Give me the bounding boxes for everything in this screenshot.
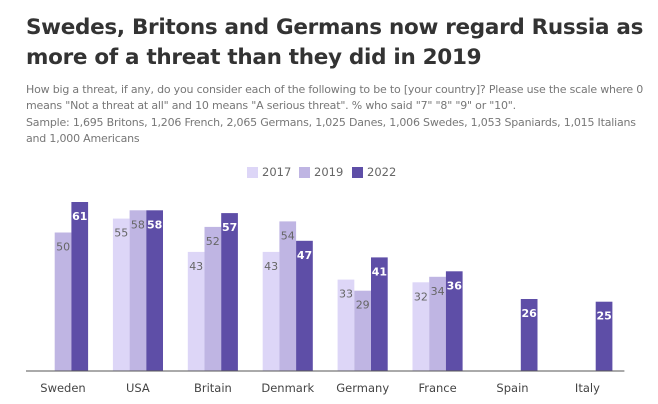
legend-item-2022: 2022: [352, 163, 396, 181]
x-tick-label-denmark: Denmark: [261, 381, 314, 395]
data-label-usa-2022: 58: [147, 218, 162, 231]
question-text: How big a threat, if any, do you conside…: [26, 83, 644, 113]
bar-sweden-2022: [71, 202, 89, 371]
legend-label-2022: 2022: [367, 165, 397, 179]
legend-label-2017: 2017: [262, 165, 292, 179]
bar-usa-2022: [146, 210, 163, 371]
data-label-sweden-2022: 61: [72, 210, 87, 223]
data-label-france-2022: 36: [447, 279, 463, 292]
bar-sweden-2019: [54, 232, 72, 371]
chart-subtitle: How big a threat, if any, do you conside…: [26, 82, 651, 148]
data-label-sweden-2019: 50: [56, 241, 70, 254]
x-tick-label-spain: Spain: [496, 381, 528, 395]
data-label-denmark-2017: 43: [264, 260, 278, 273]
bar-spain-2022: [520, 299, 538, 371]
bar-france-2019: [429, 276, 446, 371]
legend-swatch-2017: [247, 166, 258, 178]
chart-title: Swedes, Britons and Germans now regard R…: [26, 15, 644, 70]
x-tick-label-britain: Britain: [194, 381, 232, 395]
data-label-france-2019: 34: [431, 285, 445, 298]
data-label-britain-2022: 57: [222, 221, 237, 234]
data-label-denmark-2022: 47: [297, 249, 312, 262]
legend-swatch-2019: [299, 166, 310, 178]
bar-germany-2017: [337, 279, 355, 371]
bar-italy-2022: [595, 301, 613, 371]
legend-item-2017: 2017: [247, 163, 291, 181]
chart-legend: 2017 2019 2022: [0, 163, 658, 181]
sample-text: Sample: 1,695 Britons, 1,206 French, 2,0…: [26, 115, 636, 146]
legend-label-2019: 2019: [314, 165, 344, 179]
bar-denmark-2019: [279, 221, 297, 371]
bar-britain-2022: [221, 213, 238, 371]
data-label-britain-2019: 52: [206, 235, 220, 248]
bar-germany-2019: [354, 290, 371, 371]
data-label-germany-2019: 29: [356, 299, 370, 312]
bar-denmark-2022: [296, 240, 313, 371]
data-label-italy-2022: 25: [596, 310, 611, 323]
bar-usa-2019: [129, 210, 147, 371]
legend-item-2019: 2019: [299, 163, 343, 181]
bar-britain-2017: [187, 251, 205, 371]
bar-denmark-2017: [262, 251, 280, 371]
data-label-usa-2017: 55: [114, 227, 128, 240]
x-tick-label-italy: Italy: [575, 381, 600, 395]
x-tick-label-germany: Germany: [336, 381, 389, 395]
x-tick-label-usa: USA: [126, 381, 150, 395]
x-tick-label-france: France: [418, 381, 456, 395]
data-label-denmark-2019: 54: [281, 229, 295, 242]
bar-germany-2022: [371, 257, 388, 371]
bar-usa-2017: [112, 218, 130, 371]
data-label-spain-2022: 26: [522, 307, 538, 320]
data-label-britain-2017: 43: [189, 260, 203, 273]
bar-france-2022: [445, 271, 463, 371]
legend-swatch-2022: [352, 166, 363, 178]
bar-france-2017: [412, 282, 430, 371]
bar-britain-2019: [204, 226, 222, 371]
data-label-usa-2019: 58: [131, 218, 145, 231]
data-label-germany-2017: 33: [339, 288, 353, 301]
x-tick-label-sweden: Sweden: [40, 381, 85, 395]
data-label-france-2017: 32: [414, 290, 428, 303]
data-label-germany-2022: 41: [372, 265, 387, 278]
